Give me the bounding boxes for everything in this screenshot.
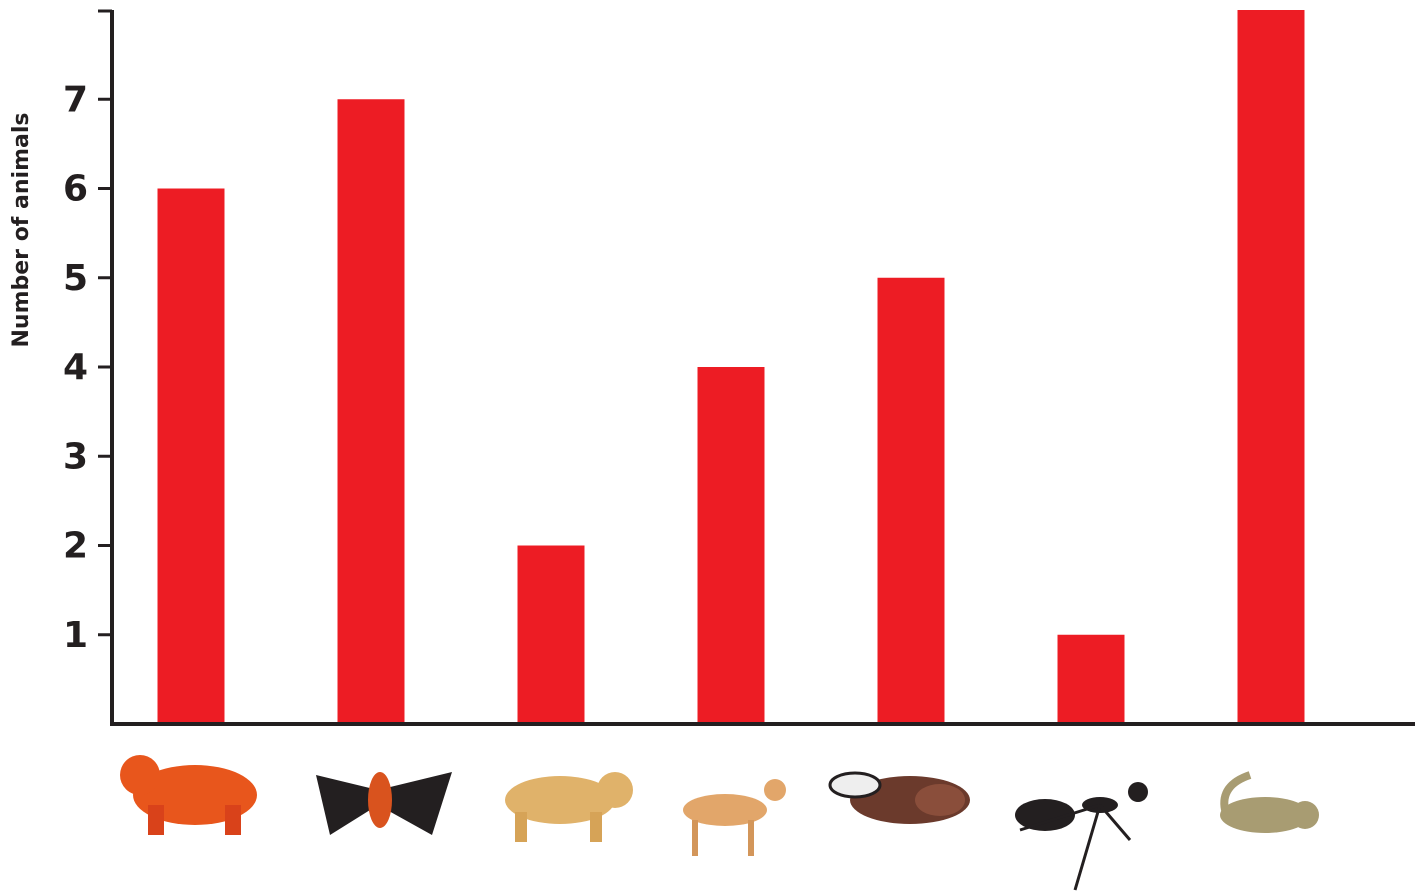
- animal-icons: [120, 755, 1319, 891]
- y-tick-label: 3: [63, 436, 88, 477]
- y-tick-label: 2: [63, 526, 88, 567]
- bar: [337, 99, 405, 724]
- bar: [517, 545, 585, 724]
- bat-icon: [316, 772, 452, 835]
- bar: [877, 277, 945, 724]
- bar: [1237, 10, 1305, 724]
- y-tick-label: 5: [63, 258, 88, 299]
- y-axis-label: Number of animals: [9, 113, 34, 348]
- y-tick-label: 4: [63, 347, 88, 388]
- lynx-icon: [505, 772, 633, 842]
- y-tick-label: 7: [63, 79, 88, 120]
- bar: [1057, 634, 1125, 724]
- lizard-icon: [1220, 771, 1319, 833]
- ant-icon: [1015, 782, 1148, 891]
- bear-icon: [120, 755, 257, 835]
- y-tick-label: 6: [63, 169, 88, 210]
- bar: [157, 188, 225, 724]
- y-tick-label: 1: [63, 615, 88, 656]
- deer-icon: [683, 779, 786, 856]
- badger-icon: [828, 771, 970, 824]
- bar: [697, 367, 765, 724]
